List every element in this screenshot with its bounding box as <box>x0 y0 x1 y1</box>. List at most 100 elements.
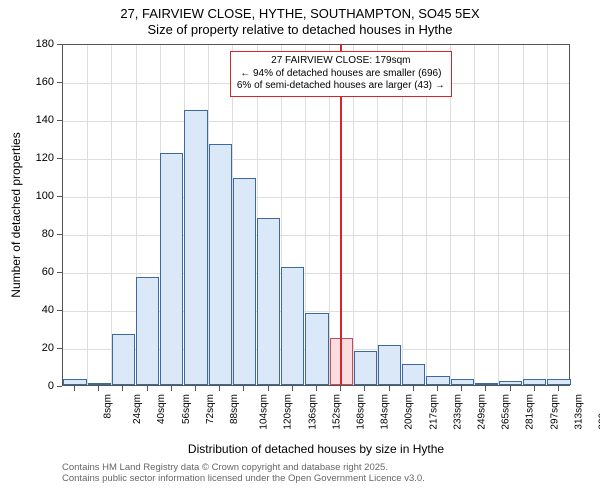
grid-line-v <box>498 45 499 385</box>
grid-line-h <box>63 273 569 274</box>
x-tick-label: 184sqm <box>380 394 391 430</box>
x-tick-mark <box>316 386 317 391</box>
y-tick-label: 0 <box>0 380 54 392</box>
title-line-2: Size of property relative to detached ho… <box>0 22 600 38</box>
bar <box>160 153 183 385</box>
grid-line-h <box>63 197 569 198</box>
x-tick-mark <box>437 386 438 391</box>
x-tick-label: 168sqm <box>356 394 367 430</box>
y-tick-mark <box>57 272 62 273</box>
x-tick-label: 8sqm <box>103 394 114 418</box>
x-tick-label: 72sqm <box>205 394 216 424</box>
bar <box>475 383 498 385</box>
x-tick-label: 249sqm <box>477 394 488 430</box>
y-tick-mark <box>57 386 62 387</box>
bar <box>112 334 135 385</box>
x-tick-mark <box>195 386 196 391</box>
x-tick-mark <box>74 386 75 391</box>
x-tick-mark <box>413 386 414 391</box>
grid-line-h <box>63 159 569 160</box>
x-tick-mark <box>510 386 511 391</box>
grid-line-h <box>63 235 569 236</box>
chart-root: 27, FAIRVIEW CLOSE, HYTHE, SOUTHAMPTON, … <box>0 0 600 500</box>
grid-line-v <box>87 45 88 385</box>
title-line-1: 27, FAIRVIEW CLOSE, HYTHE, SOUTHAMPTON, … <box>0 6 600 22</box>
bar <box>305 313 328 385</box>
bar <box>209 144 232 385</box>
x-tick-mark <box>171 386 172 391</box>
grid-line-v <box>523 45 524 385</box>
x-tick-label: 104sqm <box>259 394 270 430</box>
y-tick-label: 160 <box>0 76 54 88</box>
x-tick-mark <box>243 386 244 391</box>
plot-area: 27 FAIRVIEW CLOSE: 179sqm← 94% of detach… <box>62 44 570 386</box>
y-tick-mark <box>57 234 62 235</box>
x-tick-mark <box>219 386 220 391</box>
bar <box>451 379 474 385</box>
annotation-line-2: ← 94% of detached houses are smaller (69… <box>237 68 445 81</box>
bar <box>354 351 377 385</box>
bar <box>257 218 280 385</box>
x-tick-mark <box>268 386 269 391</box>
y-tick-mark <box>57 348 62 349</box>
annotation-box: 27 FAIRVIEW CLOSE: 179sqm← 94% of detach… <box>230 51 452 97</box>
x-axis-title: Distribution of detached houses by size … <box>62 442 570 456</box>
attribution: Contains HM Land Registry data © Crown c… <box>62 462 425 485</box>
x-tick-label: 56sqm <box>181 394 192 424</box>
y-tick-label: 40 <box>0 304 54 316</box>
x-tick-mark <box>364 386 365 391</box>
y-tick-mark <box>57 44 62 45</box>
bar <box>499 381 522 385</box>
x-tick-mark <box>292 386 293 391</box>
x-tick-label: 217sqm <box>428 394 439 430</box>
x-tick-label: 297sqm <box>549 394 560 430</box>
bar <box>402 364 425 385</box>
x-tick-label: 152sqm <box>331 394 342 430</box>
y-tick-label: 20 <box>0 342 54 354</box>
x-tick-mark <box>534 386 535 391</box>
x-tick-label: 24sqm <box>132 394 143 424</box>
grid-line-v <box>547 45 548 385</box>
x-tick-mark <box>485 386 486 391</box>
y-tick-label: 180 <box>0 38 54 50</box>
bar <box>184 110 207 386</box>
x-tick-label: 281sqm <box>525 394 536 430</box>
bar <box>63 379 86 385</box>
chart-title: 27, FAIRVIEW CLOSE, HYTHE, SOUTHAMPTON, … <box>0 6 600 39</box>
y-axis-title: Number of detached properties <box>9 132 23 297</box>
x-tick-label: 313sqm <box>573 394 584 430</box>
y-tick-mark <box>57 158 62 159</box>
annotation-line-1: 27 FAIRVIEW CLOSE: 179sqm <box>237 55 445 68</box>
y-tick-mark <box>57 120 62 121</box>
y-tick-label: 140 <box>0 114 54 126</box>
x-tick-label: 200sqm <box>404 394 415 430</box>
x-tick-mark <box>340 386 341 391</box>
x-tick-mark <box>147 386 148 391</box>
annotation-line-3: 6% of semi-detached houses are larger (4… <box>237 80 445 93</box>
x-tick-label: 88sqm <box>229 394 240 424</box>
bar <box>233 178 256 385</box>
bar <box>136 277 159 385</box>
x-tick-label: 40sqm <box>156 394 167 424</box>
y-tick-mark <box>57 310 62 311</box>
x-tick-mark <box>558 386 559 391</box>
x-tick-mark <box>389 386 390 391</box>
x-tick-mark <box>461 386 462 391</box>
attribution-line-2: Contains public sector information licen… <box>62 473 425 484</box>
x-tick-mark <box>122 386 123 391</box>
x-tick-label: 233sqm <box>452 394 463 430</box>
x-tick-mark <box>98 386 99 391</box>
y-tick-mark <box>57 196 62 197</box>
attribution-line-1: Contains HM Land Registry data © Crown c… <box>62 462 425 473</box>
bar <box>523 379 546 385</box>
grid-line-h <box>63 121 569 122</box>
grid-line-v <box>474 45 475 385</box>
bar <box>88 383 111 385</box>
bar <box>426 376 449 386</box>
x-tick-label: 265sqm <box>501 394 512 430</box>
x-tick-label: 136sqm <box>307 394 318 430</box>
y-tick-mark <box>57 82 62 83</box>
bar <box>378 345 401 385</box>
x-tick-label: 120sqm <box>283 394 294 430</box>
bar <box>281 267 304 385</box>
